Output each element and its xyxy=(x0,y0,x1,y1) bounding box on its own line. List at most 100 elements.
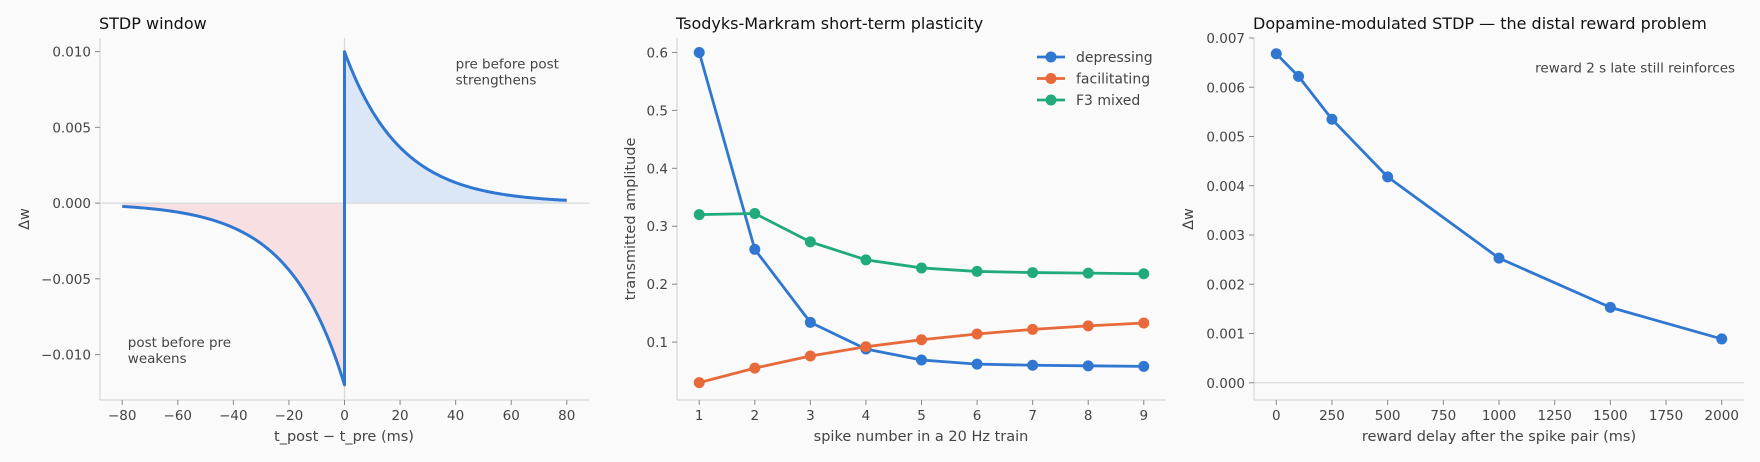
x-tick-label: 20 xyxy=(391,408,408,424)
stdp-curve xyxy=(122,50,567,387)
x-tick-label: −20 xyxy=(275,408,304,424)
x-ticks: 1 2 3 4 5 6 7 8 9 xyxy=(695,400,1148,424)
x-tick-label: −40 xyxy=(219,408,248,424)
x-tick-label: 0 xyxy=(340,408,349,424)
x-axis-label: spike number in a 20 Hz train xyxy=(814,429,1029,445)
data-point xyxy=(860,254,872,266)
data-point xyxy=(1293,70,1305,82)
y-tick-label: 0.006 xyxy=(1206,80,1245,96)
panel-stdp-window: STDP window −80 −60 −40 −20 0 20 40 60 80 0.0100… xyxy=(17,14,589,445)
y-tick-label: 0.000 xyxy=(1206,376,1245,392)
y-tick-label: 0.002 xyxy=(1206,277,1245,293)
y-tick-label: 0.5 xyxy=(647,103,668,119)
x-tick-label: 750 xyxy=(1430,408,1456,424)
panel-dopamine-stdp: Dopamine-modulated STDP — the distal rew… xyxy=(1181,14,1744,445)
x-axis-label: reward delay after the spike pair (ms) xyxy=(1362,429,1636,445)
data-point xyxy=(1326,113,1338,125)
y-ticks: 0.000 0.001 0.002 0.003 0.004 0.005 0.006 0.007 xyxy=(1206,31,1254,392)
data-point xyxy=(1138,268,1150,280)
data-point xyxy=(916,262,927,274)
data-point xyxy=(1082,320,1094,332)
y-tick-label: 0.000 xyxy=(52,196,91,212)
area-fills xyxy=(122,51,567,385)
data-point xyxy=(1082,267,1094,279)
y-tick-label: −0.010 xyxy=(41,348,91,364)
x-tick-label: 7 xyxy=(1028,408,1037,424)
legend-label: F3 mixed xyxy=(1076,93,1140,109)
data-point xyxy=(693,377,705,389)
data-point xyxy=(860,341,872,353)
y-tick-label: 0.010 xyxy=(52,45,91,61)
data-point xyxy=(1027,267,1039,279)
data-point xyxy=(1716,333,1728,345)
x-ticks: −80 −60 −40 −20 0 20 40 60 80 xyxy=(108,400,575,424)
y-ticks: 0.010 0.005 0.000 −0.005 −0.010 xyxy=(41,45,100,364)
x-tick-label: 3 xyxy=(806,408,815,424)
data-point xyxy=(971,328,983,340)
x-tick-label: 2 xyxy=(750,408,759,424)
x-ticks: 0 250 500 750 1000 1250 1500 1750 2000 xyxy=(1272,400,1739,424)
data-point xyxy=(1082,360,1094,372)
y-axis-label: transmitted amplitude xyxy=(623,138,639,301)
annotation-text: reward 2 s late still reinforces xyxy=(1535,60,1735,76)
data-point xyxy=(804,316,816,328)
data-point xyxy=(1493,252,1505,264)
x-tick-label: 40 xyxy=(447,408,464,424)
data-point xyxy=(749,362,761,374)
x-tick-label: −80 xyxy=(108,408,137,424)
panel-tsodyks-markram: Tsodyks-Markram short-term plasticity 1 2… xyxy=(623,14,1166,445)
data-point xyxy=(1138,317,1150,329)
ltp-area xyxy=(344,51,567,204)
data-point xyxy=(1138,360,1150,372)
annotations: reward 2 s late still reinforces xyxy=(1535,60,1735,76)
stdp-line xyxy=(122,50,567,387)
chart-title: STDP window xyxy=(99,14,207,33)
legend-swatch-marker xyxy=(1045,73,1057,84)
y-tick-label: −0.005 xyxy=(41,272,91,288)
x-tick-label: −60 xyxy=(164,408,193,424)
ltd-area xyxy=(122,203,345,385)
legend: depressing facilitating F3 mixed xyxy=(1037,50,1153,109)
chart-title: Dopamine-modulated STDP — the distal rew… xyxy=(1253,14,1707,33)
x-tick-label: 0 xyxy=(1272,408,1281,424)
annotation-text: post before pre xyxy=(128,335,231,351)
annotation-text: strengthens xyxy=(456,72,537,88)
data-point xyxy=(916,334,927,346)
data-point xyxy=(804,236,816,248)
y-axis-label: Δw xyxy=(17,208,33,230)
x-tick-label: 5 xyxy=(917,408,926,424)
x-tick-label: 9 xyxy=(1139,408,1148,424)
series-line-facilitating xyxy=(698,321,1144,384)
legend-swatch-marker xyxy=(1045,94,1057,106)
y-tick-label: 0.4 xyxy=(647,161,668,177)
y-tick-label: 0.005 xyxy=(52,120,91,136)
axes-frame xyxy=(1253,38,1744,401)
data-point xyxy=(693,46,705,58)
data-point xyxy=(1027,359,1039,371)
data-point xyxy=(971,265,983,277)
x-tick-label: 1500 xyxy=(1593,408,1627,424)
data-point xyxy=(749,243,761,255)
x-tick-label: 500 xyxy=(1375,408,1401,424)
legend-label: depressing xyxy=(1076,50,1153,66)
x-tick-label: 60 xyxy=(503,408,520,424)
x-tick-label: 6 xyxy=(973,408,982,424)
data-point xyxy=(693,209,705,221)
chart-title: Tsodyks-Markram short-term plasticity xyxy=(675,14,983,33)
data-point xyxy=(804,350,816,362)
x-tick-label: 1250 xyxy=(1538,408,1572,424)
annotation-text: pre before post xyxy=(456,56,559,72)
data-point xyxy=(1270,48,1282,60)
series-lines xyxy=(1270,48,1728,345)
data-point xyxy=(1604,301,1616,313)
x-tick-label: 250 xyxy=(1319,408,1345,424)
x-tick-label: 1000 xyxy=(1482,408,1516,424)
y-axis-label: Δw xyxy=(1181,208,1197,230)
y-tick-label: 0.1 xyxy=(647,335,668,351)
y-tick-label: 0.6 xyxy=(647,45,668,61)
data-point xyxy=(749,207,761,219)
legend-swatch-marker xyxy=(1045,51,1057,63)
x-tick-label: 2000 xyxy=(1705,408,1739,424)
y-tick-label: 0.001 xyxy=(1206,327,1245,343)
